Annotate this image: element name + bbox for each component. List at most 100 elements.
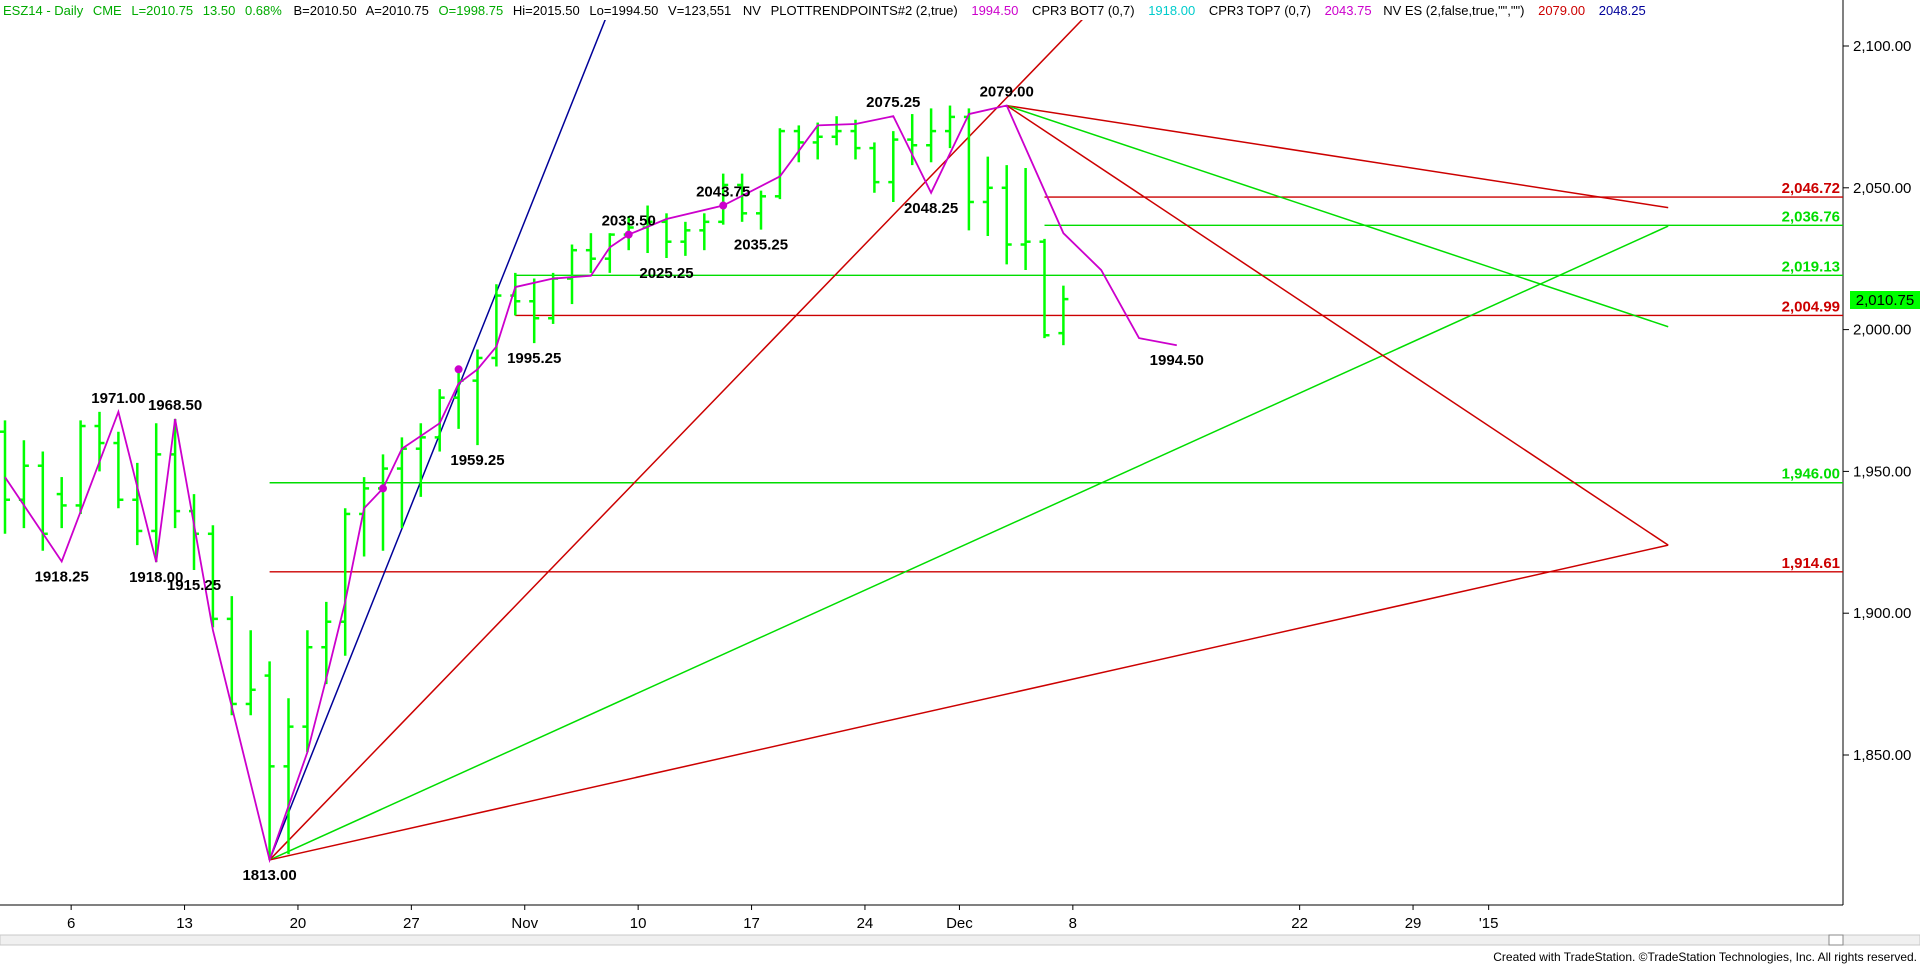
- ohlc-bar: [793, 125, 804, 163]
- ohlc-bar: [661, 213, 672, 258]
- y-tick-label: 1,950.00: [1853, 463, 1911, 480]
- level-label: 2,019.13: [1782, 258, 1840, 275]
- ohlc-bar: [982, 156, 993, 237]
- header-bot-value: 1918.00: [1148, 3, 1195, 18]
- y-tick-label: 1,900.00: [1853, 605, 1911, 622]
- ohlc-bar: [737, 173, 748, 222]
- x-tick-label: 20: [290, 915, 307, 932]
- pivot-label: 2033.50: [602, 213, 656, 230]
- ohlc-bar: [18, 440, 29, 529]
- x-tick-label: 6: [67, 915, 75, 932]
- current-price-label: 2,010.75: [1856, 292, 1914, 309]
- x-axis-ticks: 6 13 20 27 Nov 10 17 24 Dec 8 22 29 '15: [67, 905, 1498, 932]
- x-tick-label: '15: [1479, 915, 1499, 932]
- pivot-label: 2043.75: [696, 184, 750, 201]
- support-resistance-levels: 2,046.72 2,036.76 2,019.13 2,004.99 1,946.00…: [269, 180, 1843, 573]
- ohlc-bar: [585, 233, 596, 273]
- x-tick-label: Nov: [511, 915, 538, 932]
- fan-line: [1006, 104, 1669, 328]
- pivot-label: 1968.50: [148, 397, 202, 414]
- x-tick-label: Dec: [946, 915, 973, 932]
- fan-line: [269, 225, 1669, 861]
- fan-line: [1006, 104, 1669, 209]
- ohlc-bar: [302, 630, 313, 753]
- ohlc-bar: [37, 451, 48, 551]
- ohlc-bar: [56, 477, 67, 529]
- header-nv-study: NV ES (2,false,true,"",""): [1383, 3, 1524, 18]
- ohlc-bar: [1058, 285, 1069, 346]
- ohlc-bar: [812, 122, 823, 160]
- pivot-label: 1813.00: [242, 867, 296, 884]
- header-plot-study: PLOTTRENDPOINTS#2 (2,true): [771, 3, 958, 18]
- header-top-value: 2043.75: [1325, 3, 1372, 18]
- scrollbar-track[interactable]: [0, 934, 1920, 946]
- pivot-label: 1915.25: [167, 577, 221, 594]
- ohlc-bar: [151, 423, 162, 563]
- ohlc-bar: [699, 213, 710, 251]
- ohlc-bar: [472, 349, 483, 446]
- ohlc-bar: [888, 131, 899, 202]
- ohlc-bar: [359, 477, 370, 557]
- header-symbol: ESZ14 - Daily: [3, 3, 84, 18]
- ohlc-bar: [680, 221, 691, 256]
- current-price-tag: 2,010.75: [1850, 291, 1920, 309]
- ohlc-bar: [321, 601, 332, 685]
- y-tick-label: 2,000.00: [1853, 322, 1911, 339]
- ohlc-bar: [756, 190, 766, 230]
- header-bot-study: CPR3 BOT7 (0,7): [1032, 3, 1135, 18]
- level-label: 2,004.99: [1782, 298, 1840, 315]
- ohlc-bar: [869, 142, 880, 193]
- fan-line: [268, 20, 606, 861]
- level-label: 2,036.76: [1782, 208, 1840, 225]
- pivot-label: 1918.00: [129, 569, 183, 586]
- header-low: Lo=1994.50: [589, 3, 658, 18]
- footer-credit: Created with TradeStation. ©TradeStation…: [1493, 950, 1917, 964]
- x-tick-label: 17: [743, 915, 760, 932]
- y-axis-ticks: 1,850.00 1,900.00 1,950.00 2,000.00 2,050.00…: [1843, 38, 1911, 764]
- pivot-label: 2048.25: [904, 200, 958, 217]
- fan-line: [269, 20, 1083, 861]
- x-tick-label: 27: [403, 915, 420, 932]
- y-tick-label: 2,050.00: [1853, 180, 1911, 197]
- ohlc-bar: [434, 389, 445, 452]
- pivot-label: 1994.50: [1150, 352, 1204, 369]
- trend-polyline: [4, 104, 1177, 864]
- header-nv-value1: 2079.00: [1538, 3, 1585, 18]
- header-volume: V=123,551: [668, 3, 731, 18]
- horizontal-scrollbar[interactable]: [0, 934, 1920, 946]
- x-tick-label: 10: [630, 915, 647, 932]
- ohlc-bar: [963, 108, 974, 231]
- trend-dot: [624, 230, 633, 239]
- header-nv: NV: [743, 3, 761, 18]
- pivot-label: 1918.25: [35, 568, 89, 585]
- ohlc-bar: [718, 173, 729, 225]
- ohlc-bar: [1020, 167, 1031, 271]
- pivot-label: 1995.25: [507, 350, 561, 367]
- pivot-label: 1971.00: [91, 390, 145, 407]
- ohlc-bar: [850, 119, 861, 160]
- ohlc-bar: [529, 278, 540, 344]
- ohlc-bar: [907, 114, 918, 166]
- header-last: L=2010.75: [131, 3, 193, 18]
- ohlc-bar: [548, 272, 559, 324]
- x-tick-label: 13: [176, 915, 193, 932]
- trend-dot: [719, 201, 728, 210]
- ohlc-bar: [245, 630, 256, 716]
- pivot-label: 2075.25: [866, 94, 920, 111]
- scrollbar-thumb[interactable]: [1828, 934, 1844, 946]
- ohlc-bar: [567, 244, 577, 305]
- ohlc-bar: [945, 105, 955, 149]
- pivot-label: 2079.00: [980, 84, 1034, 101]
- ohlc-bar: [831, 116, 842, 146]
- level-label: 2,046.72: [1782, 180, 1840, 197]
- ohlc-bar: [378, 454, 388, 551]
- y-tick-label: 2,100.00: [1853, 38, 1911, 55]
- x-tick-label: 8: [1069, 915, 1077, 932]
- header-high: Hi=2015.50: [513, 3, 580, 18]
- y-tick-label: 1,850.00: [1853, 747, 1911, 764]
- ohlc-bar: [1001, 165, 1012, 265]
- ohlc-bars: [0, 105, 1069, 860]
- ohlc-bar: [283, 698, 294, 855]
